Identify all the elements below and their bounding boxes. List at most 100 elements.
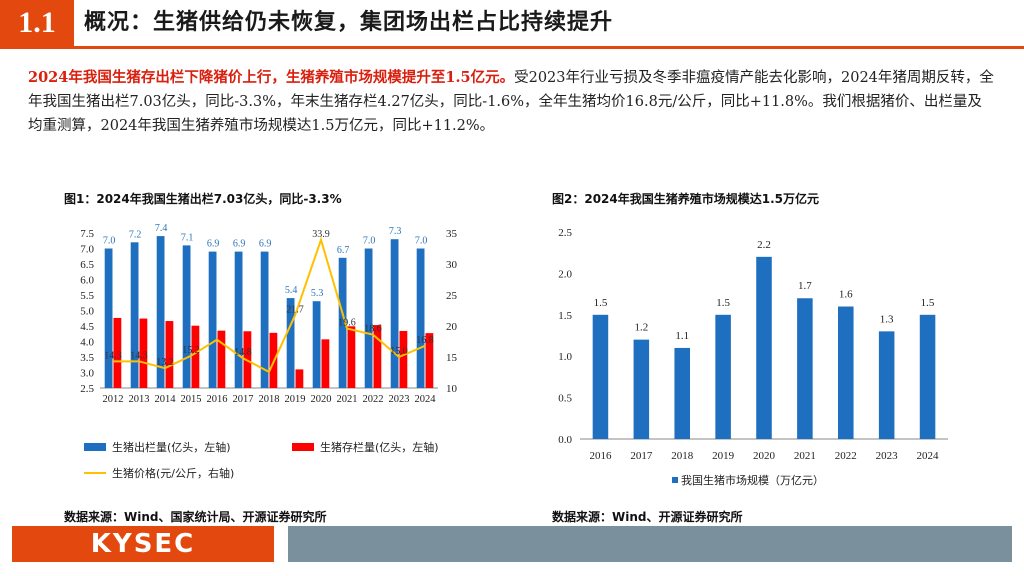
- stock-bar: [191, 325, 200, 388]
- legend-swatch: [84, 443, 106, 451]
- pig-market-size-chart: 0.0 0.5 1.0 1.5 2.0 2.5 1.5 2016 1.2 2017 1.1 2018 1…: [558, 227, 948, 487]
- y-left-tick-label: 6.0: [80, 275, 94, 287]
- stock-bar: [399, 330, 408, 388]
- title-divider: [0, 46, 1024, 49]
- output-bar: [260, 251, 269, 388]
- stock-bar: [165, 321, 174, 388]
- x-tick-label: 2018: [259, 394, 280, 405]
- market-size-bar: [674, 347, 690, 439]
- x-tick-label: 2024: [917, 450, 940, 462]
- market-size-data-label: 1.5: [594, 297, 608, 309]
- stock-bar: [295, 369, 304, 388]
- output-data-label: 6.7: [337, 245, 350, 256]
- output-data-label: 6.9: [233, 239, 246, 250]
- x-tick-label: 2020: [311, 394, 332, 405]
- intro-paragraph: 2024年我国生猪存出栏下降猪价上行，生猪养殖市场规模提升至1.5亿元。受202…: [28, 66, 996, 138]
- y-tick-label: 2.5: [558, 227, 572, 239]
- market-size-data-label: 1.3: [880, 313, 894, 325]
- legend-label: 我国生猪市场规模（万亿元）: [681, 473, 824, 487]
- figure2-source: 数据来源：Wind、开源证券研究所: [552, 510, 743, 524]
- market-size-bar: [715, 314, 731, 439]
- output-bar: [286, 298, 295, 388]
- market-size-data-label: 1.5: [716, 297, 730, 309]
- output-bar: [364, 248, 373, 388]
- legend-label: 生猪出栏量(亿头，左轴): [112, 440, 231, 454]
- page-title: 概况：生猪供给仍未恢复，集团场出栏占比持续提升: [84, 10, 614, 35]
- price-data-label: 19.6: [338, 317, 356, 328]
- x-tick-label: 2022: [363, 394, 384, 405]
- y-left-tick-label: 2.5: [80, 383, 94, 395]
- price-data-label: 18.6: [364, 324, 382, 335]
- y-tick-label: 0.0: [558, 434, 572, 446]
- x-tick-label: 2015: [181, 394, 202, 405]
- price-line: [113, 236, 426, 374]
- output-bar: [390, 239, 399, 388]
- x-tick-label: 2023: [876, 450, 899, 462]
- x-tick-label: 2021: [794, 450, 816, 462]
- price-data-label: 14.3: [104, 350, 122, 361]
- output-bar: [312, 301, 321, 388]
- output-data-label: 5.3: [311, 288, 324, 299]
- market-size-bar: [592, 314, 609, 439]
- stock-bar: [113, 317, 122, 388]
- intro-body: 受2023年行业亏损及冬季非瘟疫情产能去化影响，2024年猪周期反转，全年我国生…: [28, 70, 994, 134]
- legend-swatch: [292, 443, 314, 451]
- x-tick-label: 2016: [207, 394, 228, 405]
- x-tick-label: 2017: [233, 394, 254, 405]
- output-data-label: 7.1: [181, 232, 194, 243]
- market-size-data-label: 1.5: [921, 297, 935, 309]
- legend-label: 生猪价格(元/公斤，右轴): [112, 466, 234, 480]
- x-tick-label: 2022: [835, 450, 857, 462]
- market-size-data-label: 1.2: [634, 322, 648, 334]
- y-left-tick-label: 3.5: [80, 352, 94, 364]
- x-tick-label: 2017: [630, 450, 653, 462]
- y-left-tick-label: 4.5: [80, 321, 94, 333]
- pig-output-chart: 2.53.03.54.04.55.05.56.06.57.07.51015202…: [80, 223, 458, 480]
- market-size-data-label: 1.6: [839, 289, 853, 301]
- market-size-data-label: 1.7: [798, 280, 812, 292]
- slide-header: 1.1 概况：生猪供给仍未恢复，集团场出栏占比持续提升: [0, 0, 1024, 49]
- market-size-bar: [633, 339, 650, 439]
- output-bar: [234, 251, 243, 388]
- output-data-label: 6.9: [259, 239, 272, 250]
- x-tick-label: 2019: [285, 394, 306, 405]
- price-data-label: 15.0: [390, 346, 408, 357]
- footer-logo-bar: [12, 526, 274, 562]
- output-data-label: 7.0: [363, 236, 376, 247]
- price-data-label: 16.8: [416, 335, 434, 346]
- market-size-bar: [797, 298, 813, 439]
- section-number-badge: 1.1: [0, 0, 74, 46]
- output-data-label: 7.0: [415, 236, 428, 247]
- price-data-label: 21.7: [286, 304, 304, 315]
- y-tick-label: 0.5: [558, 393, 572, 405]
- stock-bar: [139, 318, 148, 388]
- market-size-bar: [756, 256, 772, 439]
- y-right-tick-label: 20: [446, 321, 458, 333]
- market-size-bar: [838, 306, 854, 439]
- output-data-label: 7.2: [129, 229, 142, 240]
- output-data-label: 7.4: [155, 223, 168, 234]
- y-left-tick-label: 7.5: [80, 228, 94, 240]
- x-tick-label: 2016: [589, 450, 612, 462]
- y-tick-label: 1.5: [558, 310, 572, 322]
- x-tick-label: 2013: [129, 394, 150, 405]
- y-left-tick-label: 6.5: [80, 259, 94, 271]
- x-tick-label: 2018: [671, 450, 694, 462]
- y-left-tick-label: 5.0: [80, 306, 94, 318]
- price-data-label: 33.9: [312, 229, 330, 240]
- legend-label: 生猪存栏量(亿头，左轴): [320, 440, 439, 454]
- figure1-source: 数据来源：Wind、国家统计局、开源证券研究所: [64, 510, 327, 524]
- y-left-tick-label: 3.0: [80, 368, 94, 380]
- output-data-label: 6.9: [207, 239, 220, 250]
- y-left-tick-label: 4.0: [80, 337, 94, 349]
- x-tick-label: 2019: [712, 450, 735, 462]
- y-right-tick-label: 25: [446, 290, 458, 302]
- x-tick-label: 2023: [389, 394, 410, 405]
- stock-bar: [347, 326, 356, 388]
- y-tick-label: 2.0: [558, 268, 572, 280]
- x-tick-label: 2012: [103, 394, 124, 405]
- output-bar: [182, 245, 191, 388]
- output-bar: [104, 248, 113, 388]
- stock-bar: [373, 325, 382, 388]
- legend-swatch: [672, 477, 678, 483]
